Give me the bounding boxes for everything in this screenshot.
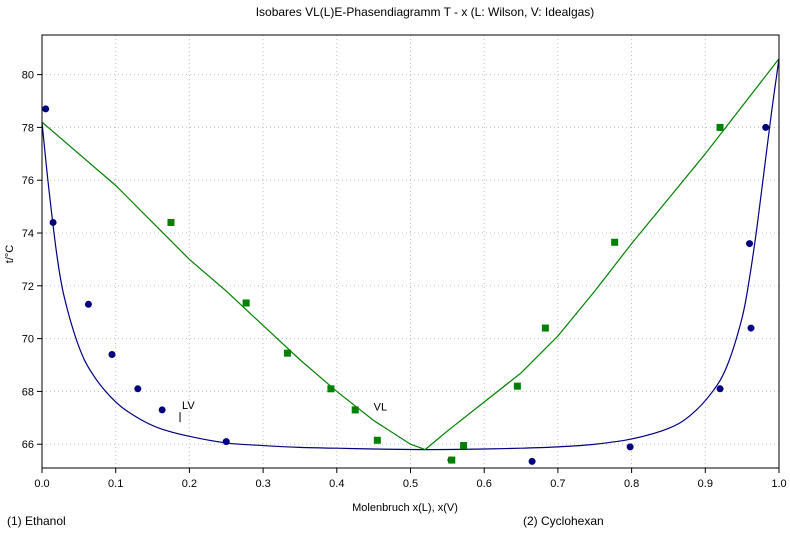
- x-tick-label: 1.0: [771, 478, 786, 490]
- y-tick-label: 78: [22, 122, 34, 134]
- vl-data-point: [513, 382, 521, 390]
- y-tick-label: 76: [22, 175, 34, 187]
- y-tick-label: 80: [22, 70, 34, 82]
- vl-data-point: [167, 218, 175, 226]
- x-tick-label: 0.5: [403, 478, 418, 490]
- lv-data-point: [746, 240, 754, 248]
- x-tick-label: 0.2: [182, 478, 197, 490]
- vl-data-point: [611, 238, 619, 246]
- tick-layer: 0.0 0.1 0.2 0.3 0.4 0.5 0.6 0.7 0.8 0.9 1.0 66 68 70 7…: [22, 70, 787, 490]
- curve-label-vl: VL: [374, 401, 387, 413]
- lv-data-point: [762, 123, 770, 131]
- lv-data-point: [108, 350, 116, 358]
- lv-data-point: [49, 218, 57, 226]
- y-tick-label: 72: [22, 281, 34, 293]
- marker-layer: [42, 105, 770, 465]
- vl-data-point: [716, 123, 724, 131]
- y-tick-label: 68: [22, 386, 34, 398]
- component-1-label: (1) Ethanol: [7, 514, 66, 528]
- lv-data-point: [42, 105, 50, 113]
- vl-data-point: [541, 324, 549, 332]
- lv-data-point: [84, 300, 92, 308]
- lv-data-point: [134, 385, 142, 393]
- x-tick-label: 0.8: [624, 478, 639, 490]
- x-tick-label: 0.6: [477, 478, 492, 490]
- lv-curve: [41, 58, 780, 451]
- x-tick-label: 0.1: [108, 478, 123, 490]
- y-tick-label: 74: [22, 228, 34, 240]
- y-axis-title: t/°C: [4, 245, 16, 264]
- x-tick-label: 0.7: [550, 478, 565, 490]
- chart-title: Isobares VL(L)E-Phasendiagramm T - x (L:…: [255, 5, 595, 19]
- vl-data-point: [351, 406, 359, 414]
- vl-data-point: [448, 456, 456, 464]
- x-tick-label: 0.9: [698, 478, 713, 490]
- lv-data-point: [222, 438, 230, 446]
- vl-data-point: [242, 299, 250, 307]
- curve-label-lv: LV: [182, 400, 195, 412]
- x-axis-title: Molenbruch x(L), x(V): [352, 502, 458, 514]
- lv-data-point: [747, 324, 755, 332]
- curve-layer: [41, 58, 780, 451]
- lv-data-point: [626, 443, 634, 451]
- lv-data-point: [528, 457, 536, 465]
- curve-label-layer: LV VL: [179, 400, 387, 423]
- grid-layer: [42, 35, 779, 468]
- x-tick-label: 0.0: [34, 478, 49, 490]
- vl-data-point: [327, 385, 335, 393]
- vl-data-point: [460, 442, 468, 450]
- y-tick-label: 66: [22, 439, 34, 451]
- vl-data-point: [373, 436, 381, 444]
- vl-data-point: [283, 349, 291, 357]
- vl-curve: [41, 58, 780, 451]
- lv-data-point: [158, 406, 166, 414]
- y-tick-label: 70: [22, 334, 34, 346]
- x-tick-label: 0.4: [329, 478, 344, 490]
- component-2-label: (2) Cyclohexan: [523, 514, 604, 528]
- x-tick-label: 0.3: [255, 478, 270, 490]
- lv-data-point: [716, 385, 724, 393]
